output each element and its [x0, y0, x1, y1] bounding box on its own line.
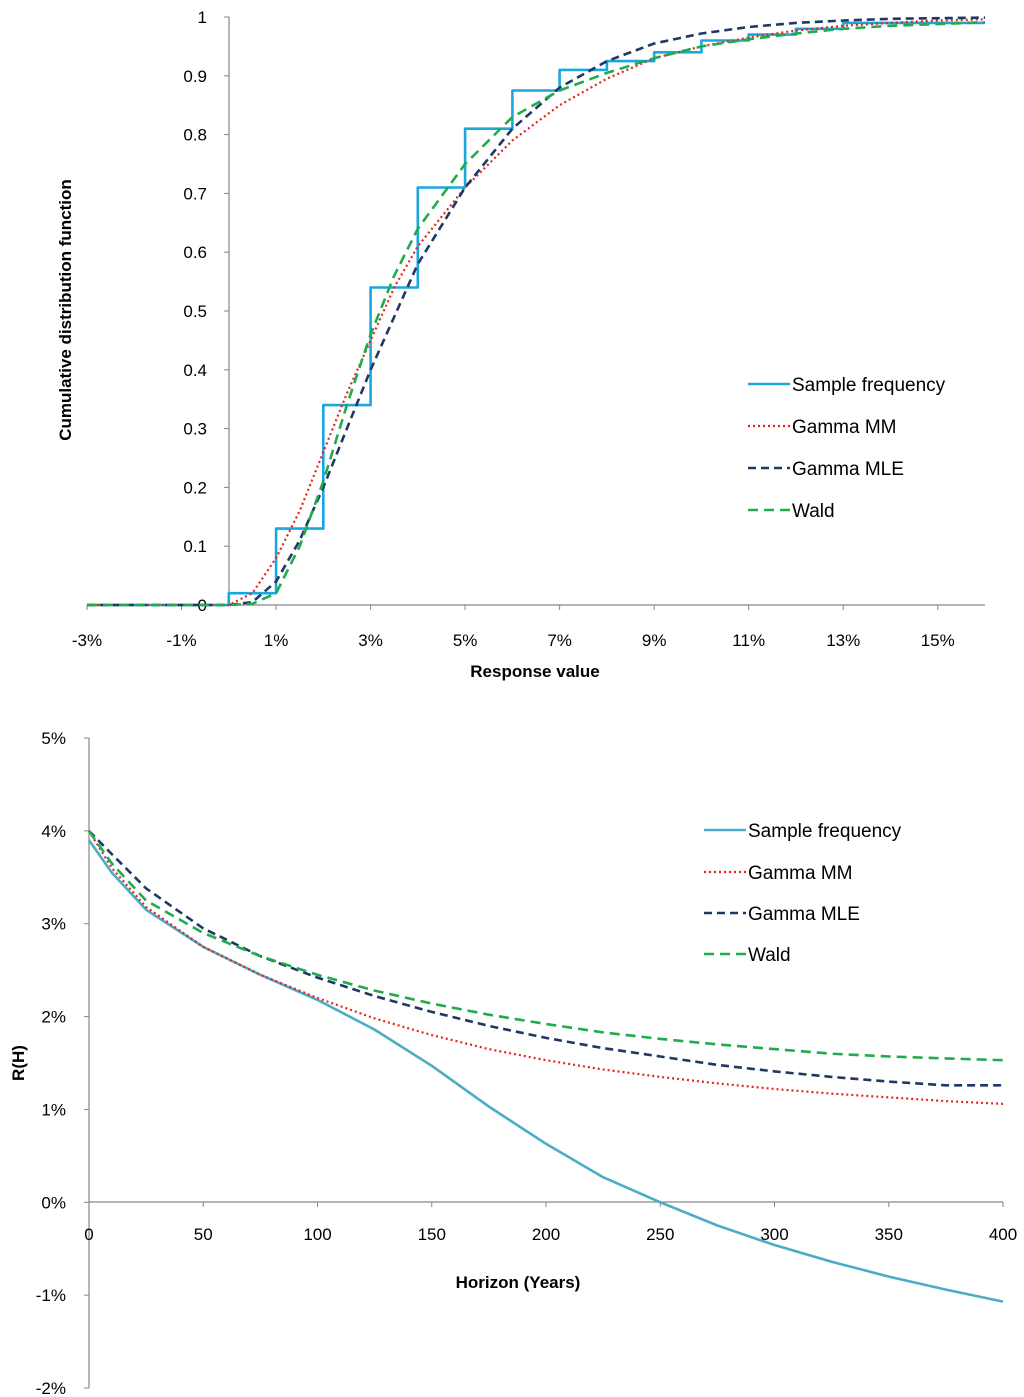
horizon-legend-label-gamma-mle: Gamma MLE [748, 904, 860, 925]
cdf-legend-label-wald: Wald [792, 501, 835, 522]
horizon-x-tick-label: 400 [989, 1225, 1017, 1244]
horizon-y-tick-label: 5% [41, 729, 66, 748]
cdf-series-wald [87, 21, 986, 607]
horizon-y-tick-label: -1% [36, 1286, 66, 1305]
horizon-series-sample-frequency [87, 839, 1004, 1303]
cdf-x-tick-label: 13% [826, 631, 860, 650]
horizon-x-tick-label: 150 [418, 1225, 446, 1244]
horizon-legend-label-wald: Wald [748, 945, 791, 966]
horizon-legend-label-sample-frequency: Sample frequency [748, 821, 902, 842]
cdf-series-sample-frequency [87, 21, 985, 607]
cdf-x-tick-label: 15% [921, 631, 955, 650]
cdf-x-tick-label: 9% [642, 631, 667, 650]
cdf-y-tick-label: 0.6 [183, 243, 207, 262]
horizon-x-tick-label: 100 [303, 1225, 331, 1244]
cdf-x-tick-label: 1% [264, 631, 289, 650]
horizon-x-tick-label: 250 [646, 1225, 674, 1244]
cdf-legend-label-gamma-mm: Gamma MM [792, 417, 897, 438]
cdf-y-tick-label: 0.3 [183, 420, 207, 439]
horizon-chart: -2% -1% 0% 1% 2% 3% 4% 5% 0 50 100 150 200 250 300 350… [9, 729, 1017, 1397]
cdf-legend-label-gamma-mle: Gamma MLE [792, 459, 904, 480]
horizon-series-gamma-mm [88, 830, 1004, 1105]
cdf-y-axis-title: Cumulative distribution function [56, 179, 75, 441]
horizon-y-tick-label: 4% [41, 822, 66, 841]
horizon-series-gamma-mle [88, 829, 1003, 1087]
horizon-y-tick-label: 2% [41, 1008, 66, 1027]
horizon-x-tick-label: 350 [875, 1225, 903, 1244]
horizon-x-tick-label: 200 [532, 1225, 560, 1244]
cdf-series-gamma-mle [87, 16, 986, 607]
cdf-y-tick-label: 0.4 [183, 361, 207, 380]
cdf-y-tick-label: 0.9 [183, 67, 207, 86]
horizon-x-tick-label: 50 [194, 1225, 213, 1244]
cdf-series-gamma-mm [87, 18, 986, 607]
cdf-y-tick-label: 0.7 [183, 184, 207, 203]
horizon-y-axis-title: R(H) [9, 1045, 28, 1081]
cdf-y-tick-label: 0.5 [183, 302, 207, 321]
cdf-x-tick-label: 7% [547, 631, 572, 650]
cdf-x-axis-title: Response value [470, 662, 599, 681]
horizon-y-tick-label: -2% [36, 1379, 66, 1397]
horizon-legend-label-gamma-mm: Gamma MM [748, 863, 853, 884]
horizon-x-tick-label: 300 [760, 1225, 788, 1244]
cdf-x-tick-label: -3% [72, 631, 102, 650]
horizon-y-tick-label: 3% [41, 915, 66, 934]
horizon-x-axis-title: Horizon (Years) [456, 1273, 581, 1292]
cdf-legend: Sample frequency Gamma MM Gamma MLE Wald [748, 375, 946, 522]
cdf-x-tick-label: 11% [732, 631, 765, 650]
cdf-x-tick-label: 5% [453, 631, 478, 650]
horizon-legend: Sample frequency Gamma MM Gamma MLE Wald [704, 821, 902, 966]
cdf-y-tick-label: 0.2 [183, 478, 207, 497]
horizon-series-wald [87, 830, 1004, 1062]
cdf-y-tick-label: 1 [198, 8, 207, 27]
cdf-x-tick-label: -1% [166, 631, 196, 650]
cdf-chart: 00.10.20.30.40.50.60.70.80.91 -3% -1% 1% 3%… [56, 8, 986, 681]
horizon-y-tick-label: 1% [41, 1100, 66, 1119]
horizon-y-tick-label: 0% [41, 1193, 66, 1212]
horizon-x-tick-label: 0 [84, 1225, 93, 1244]
cdf-y-tick-label: 0.8 [183, 126, 207, 145]
cdf-legend-label-sample-frequency: Sample frequency [792, 375, 946, 396]
cdf-x-tick-label: 3% [358, 631, 383, 650]
cdf-y-tick-label: 0.1 [183, 537, 207, 556]
